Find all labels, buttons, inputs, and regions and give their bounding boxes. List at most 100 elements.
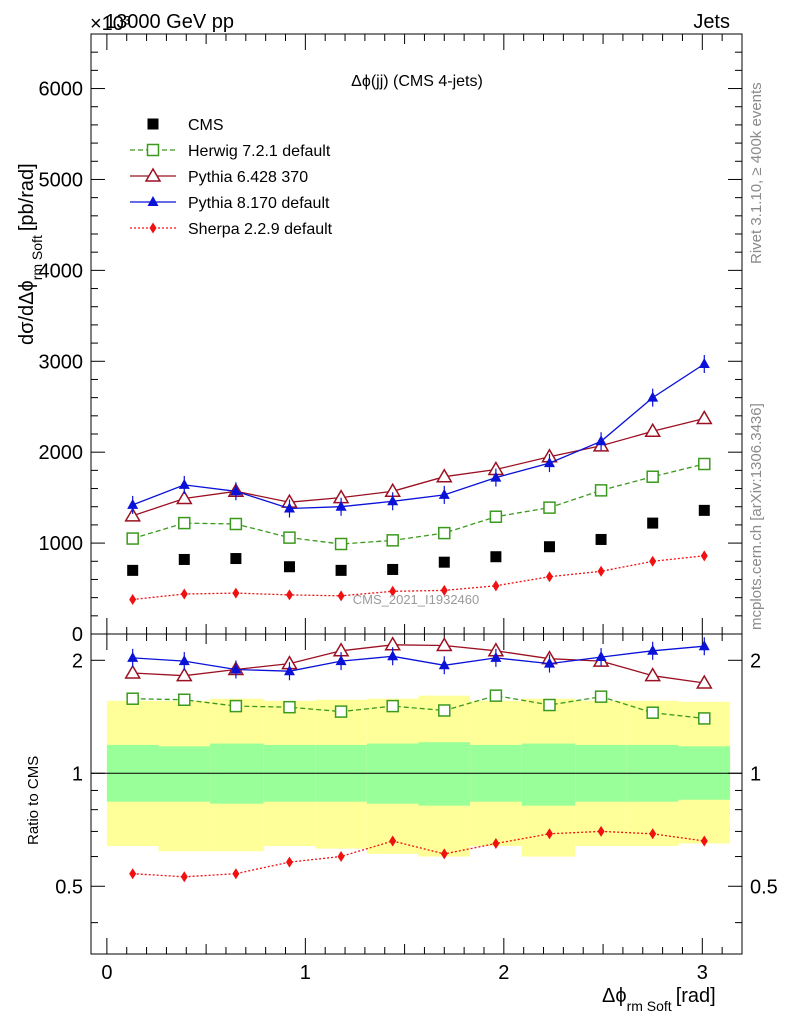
category-label: Jets <box>693 11 730 33</box>
series-line-pythia6 <box>132 417 705 517</box>
data-point-cms <box>283 561 295 573</box>
data-point-herwig <box>543 501 556 514</box>
band-inner-bin <box>158 746 211 802</box>
data-point-pythia6 <box>695 410 713 425</box>
legend-label: Herwig 7.2.1 default <box>188 143 331 160</box>
data-point-cms <box>335 564 347 576</box>
data-point-pythia8 <box>178 478 190 489</box>
data-point-sherpa <box>649 555 657 567</box>
ylabel-subscript: rm Soft <box>29 235 45 280</box>
data-point-pythia8 <box>387 495 399 506</box>
data-point-pythia8 <box>335 655 347 666</box>
data-point-pythia6 <box>435 468 453 483</box>
data-point-pythia8 <box>387 650 399 661</box>
series-line-herwig <box>132 463 705 545</box>
series-line-pythia8 <box>132 363 705 510</box>
data-point-pythia8 <box>490 651 502 662</box>
data-point-sherpa <box>180 588 188 600</box>
legend-entry-sherpa: Sherpa 2.2.9 default <box>130 221 333 238</box>
data-point-herwig <box>334 537 348 551</box>
data-point-cms <box>178 553 190 565</box>
data-point-pythia8 <box>230 663 242 674</box>
data-point-pythia8 <box>283 665 295 676</box>
chart-title: Δϕ(jj) (CMS 4-jets) <box>351 73 483 90</box>
svg-text:Δϕrm Soft[rad]: Δϕrm Soft [rad] <box>602 985 716 1014</box>
data-point-pythia6 <box>175 490 193 505</box>
xtick-label: 0 <box>101 962 112 984</box>
data-point-cms <box>490 551 502 563</box>
main-ytick-label: 0 <box>72 624 83 646</box>
data-point-herwig <box>178 693 191 706</box>
data-point-herwig <box>594 484 608 497</box>
data-point-pythia8 <box>543 657 555 668</box>
ylabel-text: dσ/dΔϕ <box>16 280 38 345</box>
main-series <box>124 355 713 605</box>
data-point-herwig <box>229 517 243 531</box>
data-point-herwig <box>438 704 451 717</box>
data-point-herwig <box>178 516 191 530</box>
series-line-pythia8 <box>132 645 705 672</box>
data-point-herwig <box>543 698 556 712</box>
data-point-sherpa <box>232 868 240 880</box>
data-point-cms <box>438 556 450 568</box>
data-point-pythia8 <box>438 659 450 670</box>
xtick-label: 3 <box>697 962 708 984</box>
legend-marker-herwig <box>146 143 160 157</box>
data-point-pythia8 <box>543 457 555 468</box>
data-point-sherpa <box>285 856 293 868</box>
axis-ticks: 0 1000 2000 3000 4000 5000 6000 0 1 2 3 0.5 0.5 1 1 2 2 <box>39 33 778 984</box>
legend-label: Sherpa 2.2.9 default <box>188 221 333 238</box>
series-line-sherpa <box>132 830 705 878</box>
data-point-herwig <box>334 705 348 718</box>
data-point-pythia8 <box>127 651 139 662</box>
data-point-sherpa <box>492 580 500 592</box>
data-point-pythia8 <box>595 651 607 662</box>
svg-text:dσ/dΔϕrm Soft[pb/rad]: dσ/dΔϕrm Soft [pb/rad] <box>16 163 45 345</box>
data-point-herwig <box>594 690 608 703</box>
ratio-ytick-label-right: 2 <box>750 650 761 672</box>
band-inner-bin <box>521 743 576 806</box>
data-point-pythia6 <box>435 637 453 652</box>
data-point-herwig <box>126 532 139 545</box>
main-ytick-label: 6000 <box>39 79 84 101</box>
data-point-herwig <box>283 531 296 544</box>
data-point-herwig <box>386 534 399 547</box>
ylabel-unit: [pb/rad] <box>16 163 38 231</box>
data-point-sherpa <box>597 825 605 837</box>
data-point-sherpa <box>597 565 605 577</box>
ratio-series <box>124 636 713 883</box>
ratio-ytick-label: 0.5 <box>55 876 83 898</box>
main-ytick-label: 5000 <box>39 169 84 191</box>
xlabel-subscript: rm Soft <box>627 998 672 1014</box>
data-point-sherpa <box>700 550 708 562</box>
data-point-herwig <box>283 700 296 714</box>
data-point-herwig <box>489 510 503 523</box>
data-point-pythia8 <box>490 471 502 482</box>
data-point-sherpa <box>492 837 500 849</box>
data-point-pythia8 <box>595 435 607 446</box>
data-point-sherpa <box>285 589 293 601</box>
legend-marker-cms <box>147 118 159 130</box>
data-point-sherpa <box>649 828 657 840</box>
data-point-pythia6 <box>644 667 661 682</box>
xtick-label: 1 <box>300 962 311 984</box>
data-point-sherpa <box>700 835 708 847</box>
legend-marker-pythia8 <box>147 196 159 206</box>
data-point-pythia6 <box>175 667 193 682</box>
ratio-ytick-label: 1 <box>72 763 83 785</box>
data-point-pythia8 <box>698 358 710 368</box>
legend-entry-herwig: Herwig 7.2.1 default <box>130 143 331 160</box>
legend-label: Pythia 8.170 default <box>188 195 330 212</box>
ratio-frame <box>90 633 743 955</box>
data-point-sherpa <box>389 835 397 847</box>
series-sherpa <box>129 550 708 605</box>
data-point-pythia6 <box>124 664 141 679</box>
data-point-cms <box>698 504 710 516</box>
data-point-cms <box>543 541 555 553</box>
legend: CMS Herwig 7.2.1 default Pythia 6.428 370 P… <box>130 117 333 238</box>
data-point-pythia6 <box>124 507 141 522</box>
data-point-pythia8 <box>647 644 659 655</box>
main-ytick-label: 3000 <box>39 351 84 373</box>
data-point-sherpa <box>545 571 553 583</box>
ratio-ytick-label-right: 0.5 <box>750 876 778 898</box>
